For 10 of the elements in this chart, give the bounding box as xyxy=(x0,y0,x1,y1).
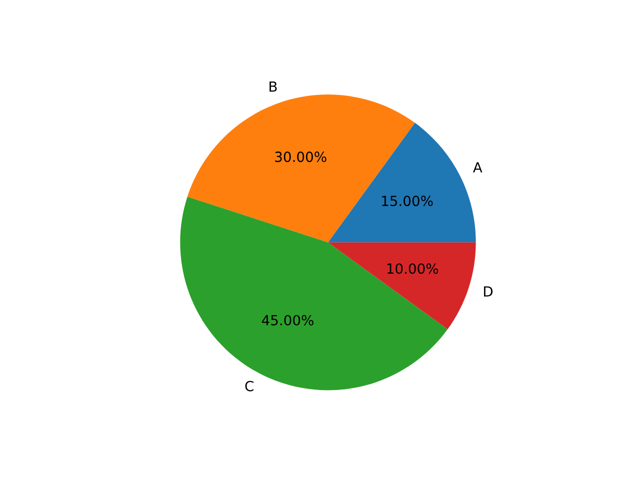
data-label: 30.00% xyxy=(275,152,326,162)
data-label: 15.00% xyxy=(382,196,433,206)
data-label: 45.00% xyxy=(262,314,314,326)
pie-slice xyxy=(328,242,476,330)
slice-label: D xyxy=(484,286,493,296)
slice-label: C xyxy=(245,380,254,392)
pie-slice xyxy=(180,196,448,390)
slice-label: A xyxy=(473,162,482,172)
data-label: 10.00% xyxy=(387,263,438,274)
slice-label: B xyxy=(270,81,277,92)
